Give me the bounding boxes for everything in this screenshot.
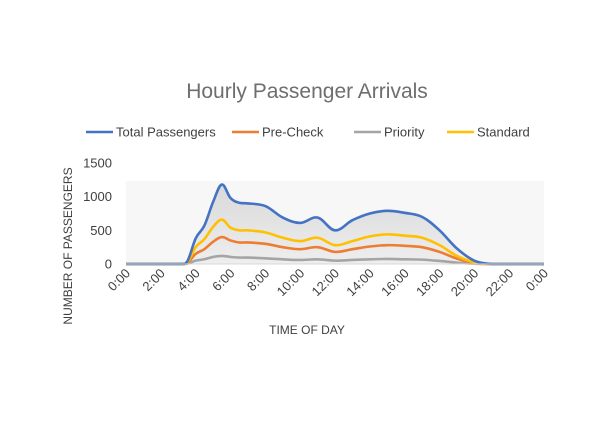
x-tick-label: 18:00 — [413, 266, 447, 300]
x-axis-title: TIME OF DAY — [269, 323, 345, 337]
x-tick-label: 14:00 — [343, 266, 377, 300]
standard-line — [126, 218, 544, 266]
x-tick-label: 12:00 — [309, 266, 343, 300]
x-tick-label: 4:00 — [174, 266, 203, 295]
legend-label: Pre-Check — [262, 125, 324, 140]
x-tick-label: 2:00 — [139, 266, 168, 295]
y-axis-title: NUMBER OF PASSENGERS — [61, 167, 75, 324]
x-tick-label: 20:00 — [448, 266, 482, 300]
y-tick-label: 500 — [90, 223, 112, 238]
y-tick-label: 0 — [105, 257, 112, 272]
legend-item-standard: Standard — [447, 125, 530, 140]
legend-item-total-passengers: Total Passengers — [86, 125, 216, 140]
priority-line — [126, 254, 544, 266]
legend: Total Passengers Pre-Check Priority Standar… — [86, 125, 530, 140]
legend-label: Total Passengers — [116, 125, 216, 140]
x-tick-label: 16:00 — [378, 266, 412, 300]
x-tick-label: 22:00 — [483, 266, 517, 300]
series-lines — [126, 183, 544, 266]
x-tick-label: 8:00 — [244, 266, 273, 295]
x-axis-ticks: 0:00 2:00 4:00 6:00 8:00 10:00 12:00 14:00 16:00… — [105, 266, 552, 300]
legend-label: Standard — [477, 125, 530, 140]
total-passengers-line — [126, 183, 544, 266]
y-tick-label: 1000 — [83, 189, 112, 204]
y-axis-ticks: 0 500 1000 1500 — [83, 156, 112, 272]
legend-item-pre-check: Pre-Check — [232, 125, 324, 140]
legend-item-priority: Priority — [354, 125, 425, 140]
chart-title: Hourly Passenger Arrivals — [186, 80, 428, 103]
legend-label: Priority — [384, 125, 425, 140]
x-tick-label: 10:00 — [274, 266, 308, 300]
x-tick-label: 0:00 — [523, 266, 552, 295]
y-tick-label: 1500 — [83, 156, 112, 171]
x-tick-label: 6:00 — [209, 266, 238, 295]
